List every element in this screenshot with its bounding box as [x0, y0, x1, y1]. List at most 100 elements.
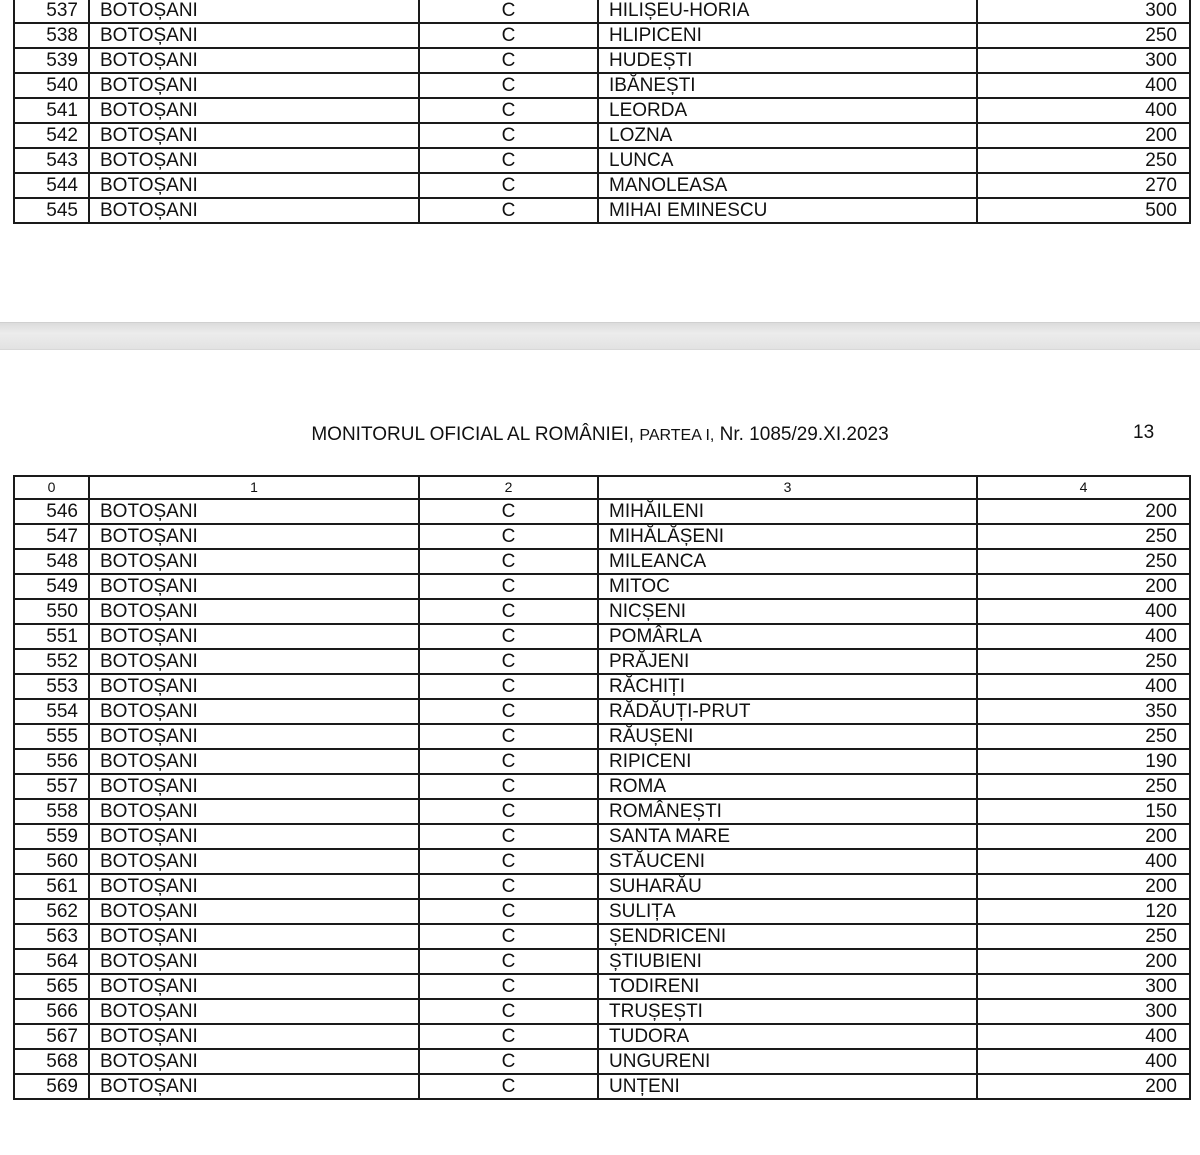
row-number-cell: 565 — [13, 973, 90, 1000]
table-row: 564 BOTOȘANI C ȘTIUBIENI 200 — [13, 948, 1191, 975]
county-cell: BOTOȘANI — [88, 723, 420, 750]
row-number-cell: 544 — [13, 172, 90, 199]
table-row: 537 BOTOȘANI C HILIȘEU-HORIA 300 — [13, 0, 1191, 24]
county-cell: BOTOȘANI — [88, 548, 420, 575]
column-header: 4 — [976, 475, 1191, 500]
row-number-cell: 539 — [13, 47, 90, 74]
locality-cell: RĂUȘENI — [597, 723, 978, 750]
county-cell: BOTOȘANI — [88, 47, 420, 74]
value-cell: 250 — [976, 147, 1191, 174]
table-row: 540 BOTOȘANI C IBĂNEȘTI 400 — [13, 72, 1191, 99]
table-row: 544 BOTOȘANI C MANOLEASA 270 — [13, 172, 1191, 199]
value-cell: 250 — [976, 648, 1191, 675]
table-row: 545 BOTOȘANI C MIHAI EMINESCU 500 — [13, 197, 1191, 224]
row-number-cell: 543 — [13, 147, 90, 174]
row-number-cell: 552 — [13, 648, 90, 675]
table-row: 565 BOTOȘANI C TODIRENI 300 — [13, 973, 1191, 1000]
title-main: MONITORUL OFICIAL AL ROMÂNIEI, — [311, 424, 635, 445]
table-row: 562 BOTOȘANI C SULIȚA 120 — [13, 898, 1191, 925]
table-row: 548 BOTOȘANI C MILEANCA 250 — [13, 548, 1191, 575]
category-cell: C — [418, 1073, 599, 1100]
category-cell: C — [418, 648, 599, 675]
row-number-cell: 567 — [13, 1023, 90, 1050]
row-number-cell: 560 — [13, 848, 90, 875]
county-cell: BOTOȘANI — [88, 97, 420, 124]
locality-cell: MILEANCA — [597, 548, 978, 575]
category-cell: C — [418, 923, 599, 950]
value-cell: 200 — [976, 823, 1191, 850]
locality-cell: MIHĂLĂȘENI — [597, 523, 978, 550]
category-cell: C — [418, 598, 599, 625]
locality-cell: SUHARĂU — [597, 873, 978, 900]
locality-cell: ROMÂNEȘTI — [597, 798, 978, 825]
county-cell: BOTOȘANI — [88, 22, 420, 49]
county-cell: BOTOȘANI — [88, 998, 420, 1025]
locality-cell: NICȘENI — [597, 598, 978, 625]
value-cell: 200 — [976, 873, 1191, 900]
category-cell: C — [418, 898, 599, 925]
row-number-cell: 557 — [13, 773, 90, 800]
value-cell: 400 — [976, 673, 1191, 700]
category-cell: C — [418, 1023, 599, 1050]
category-cell: C — [418, 948, 599, 975]
category-cell: C — [418, 122, 599, 149]
county-cell: BOTOȘANI — [88, 698, 420, 725]
row-number-cell: 548 — [13, 548, 90, 575]
county-cell: BOTOȘANI — [88, 147, 420, 174]
locality-cell: RIPICENI — [597, 748, 978, 775]
locality-cell: HILIȘEU-HORIA — [597, 0, 978, 24]
value-cell: 120 — [976, 898, 1191, 925]
row-number-cell: 541 — [13, 97, 90, 124]
locality-cell: PRĂJENI — [597, 648, 978, 675]
table-row: 557 BOTOȘANI C ROMA 250 — [13, 773, 1191, 800]
locality-cell: HLIPICENI — [597, 22, 978, 49]
table-row: 561 BOTOȘANI C SUHARĂU 200 — [13, 873, 1191, 900]
county-cell: BOTOȘANI — [88, 848, 420, 875]
category-cell: C — [418, 973, 599, 1000]
value-cell: 250 — [976, 723, 1191, 750]
value-cell: 400 — [976, 72, 1191, 99]
value-cell: 200 — [976, 498, 1191, 525]
row-number-cell: 566 — [13, 998, 90, 1025]
county-cell: BOTOȘANI — [88, 798, 420, 825]
value-cell: 300 — [976, 47, 1191, 74]
table-row: 555 BOTOȘANI C RĂUȘENI 250 — [13, 723, 1191, 750]
county-cell: BOTOȘANI — [88, 122, 420, 149]
county-cell: BOTOȘANI — [88, 923, 420, 950]
county-cell: BOTOȘANI — [88, 523, 420, 550]
row-number-cell: 553 — [13, 673, 90, 700]
row-number-cell: 546 — [13, 498, 90, 525]
row-number-cell: 559 — [13, 823, 90, 850]
row-number-cell: 558 — [13, 798, 90, 825]
table-row: 559 BOTOȘANI C SANTA MARE 200 — [13, 823, 1191, 850]
row-number-cell: 569 — [13, 1073, 90, 1100]
category-cell: C — [418, 823, 599, 850]
category-cell: C — [418, 698, 599, 725]
table-row: 543 BOTOȘANI C LUNCA 250 — [13, 147, 1191, 174]
county-cell: BOTOȘANI — [88, 748, 420, 775]
category-cell: C — [418, 1048, 599, 1075]
category-cell: C — [418, 97, 599, 124]
county-cell: BOTOȘANI — [88, 973, 420, 1000]
column-header: 0 — [13, 475, 90, 500]
value-cell: 400 — [976, 848, 1191, 875]
row-number-cell: 545 — [13, 197, 90, 224]
row-number-cell: 556 — [13, 748, 90, 775]
locality-cell: MIHAI EMINESCU — [597, 197, 978, 224]
table-row: 552 BOTOȘANI C PRĂJENI 250 — [13, 648, 1191, 675]
value-cell: 270 — [976, 172, 1191, 199]
table-row: 550 BOTOȘANI C NICȘENI 400 — [13, 598, 1191, 625]
row-number-cell: 538 — [13, 22, 90, 49]
category-cell: C — [418, 998, 599, 1025]
row-number-cell: 555 — [13, 723, 90, 750]
locality-cell: UNȚENI — [597, 1073, 978, 1100]
category-cell: C — [418, 773, 599, 800]
locality-cell: STĂUCENI — [597, 848, 978, 875]
table-row: 539 BOTOȘANI C HUDEȘTI 300 — [13, 47, 1191, 74]
locality-cell: ȘTIUBIENI — [597, 948, 978, 975]
locality-cell: UNGURENI — [597, 1048, 978, 1075]
table-row: 556 BOTOȘANI C RIPICENI 190 — [13, 748, 1191, 775]
category-cell: C — [418, 147, 599, 174]
locality-cell: POMÂRLA — [597, 623, 978, 650]
category-cell: C — [418, 0, 599, 24]
